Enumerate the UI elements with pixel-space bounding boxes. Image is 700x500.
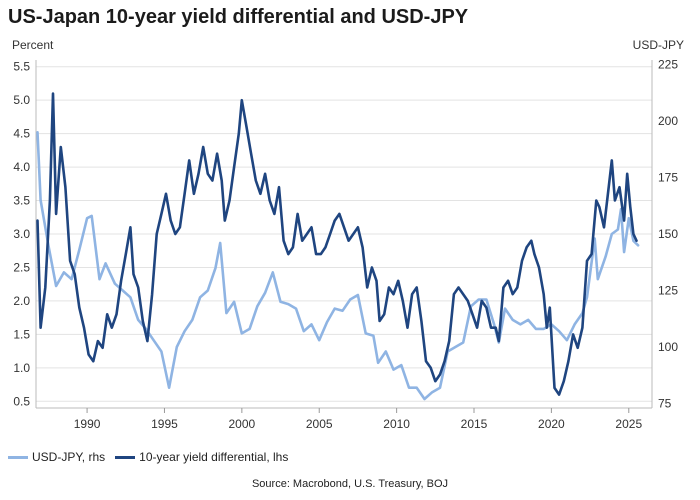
legend-label-usdjpy: USD-JPY, rhs [32,450,105,464]
right-tick-label: 100 [658,340,678,354]
x-tick-label: 2005 [306,417,333,431]
source-note: Source: Macrobond, U.S. Treasury, BOJ [0,478,700,490]
left-tick-label: 0.5 [13,394,30,408]
left-tick-label: 1.5 [13,327,30,341]
left-tick-label: 3.0 [13,227,30,241]
legend-swatch-yield-diff [115,456,135,459]
left-tick-label: 5.0 [13,93,30,107]
right-tick-label: 125 [658,283,678,297]
legend-item-usdjpy: USD-JPY, rhs [8,450,105,464]
x-axis: 1990 1995 2000 2005 2010 2015 2020 2025 [74,408,643,431]
chart-plot: 0.5 1.0 1.5 2.0 2.5 3.0 3.5 4.0 4.5 5.0 5.5 75 100 1… [0,0,700,500]
left-tick-label: 3.5 [13,194,30,208]
right-tick-label: 200 [658,114,678,128]
x-tick-label: 2015 [461,417,488,431]
left-tick-label: 2.5 [13,260,30,274]
legend-label-yield-diff: 10-year yield differential, lhs [139,450,288,464]
series-lines [38,94,639,400]
left-axis: 0.5 1.0 1.5 2.0 2.5 3.0 3.5 4.0 4.5 5.0 5.5 [13,60,30,409]
left-tick-label: 1.0 [13,361,30,375]
right-tick-label: 175 [658,171,678,185]
legend-swatch-usdjpy [8,456,28,459]
left-tick-label: 2.0 [13,294,30,308]
x-tick-label: 2010 [383,417,410,431]
x-tick-label: 2025 [615,417,642,431]
right-tick-label: 150 [658,227,678,241]
right-tick-label: 225 [658,58,678,72]
left-tick-label: 5.5 [13,60,30,74]
right-axis: 75 100 125 150 175 200 225 [658,58,678,411]
series-line-usdjpy [38,132,639,399]
x-tick-label: 2000 [228,417,255,431]
legend-item-yield-diff: 10-year yield differential, lhs [115,450,288,464]
x-tick-label: 1995 [151,417,178,431]
series-line-yield-diff [38,94,637,395]
x-tick-label: 1990 [74,417,101,431]
left-tick-label: 4.5 [13,127,30,141]
legend: USD-JPY, rhs 10-year yield differential,… [8,450,288,464]
right-tick-label: 75 [658,396,672,410]
left-tick-label: 4.0 [13,160,30,174]
x-tick-label: 2020 [538,417,565,431]
